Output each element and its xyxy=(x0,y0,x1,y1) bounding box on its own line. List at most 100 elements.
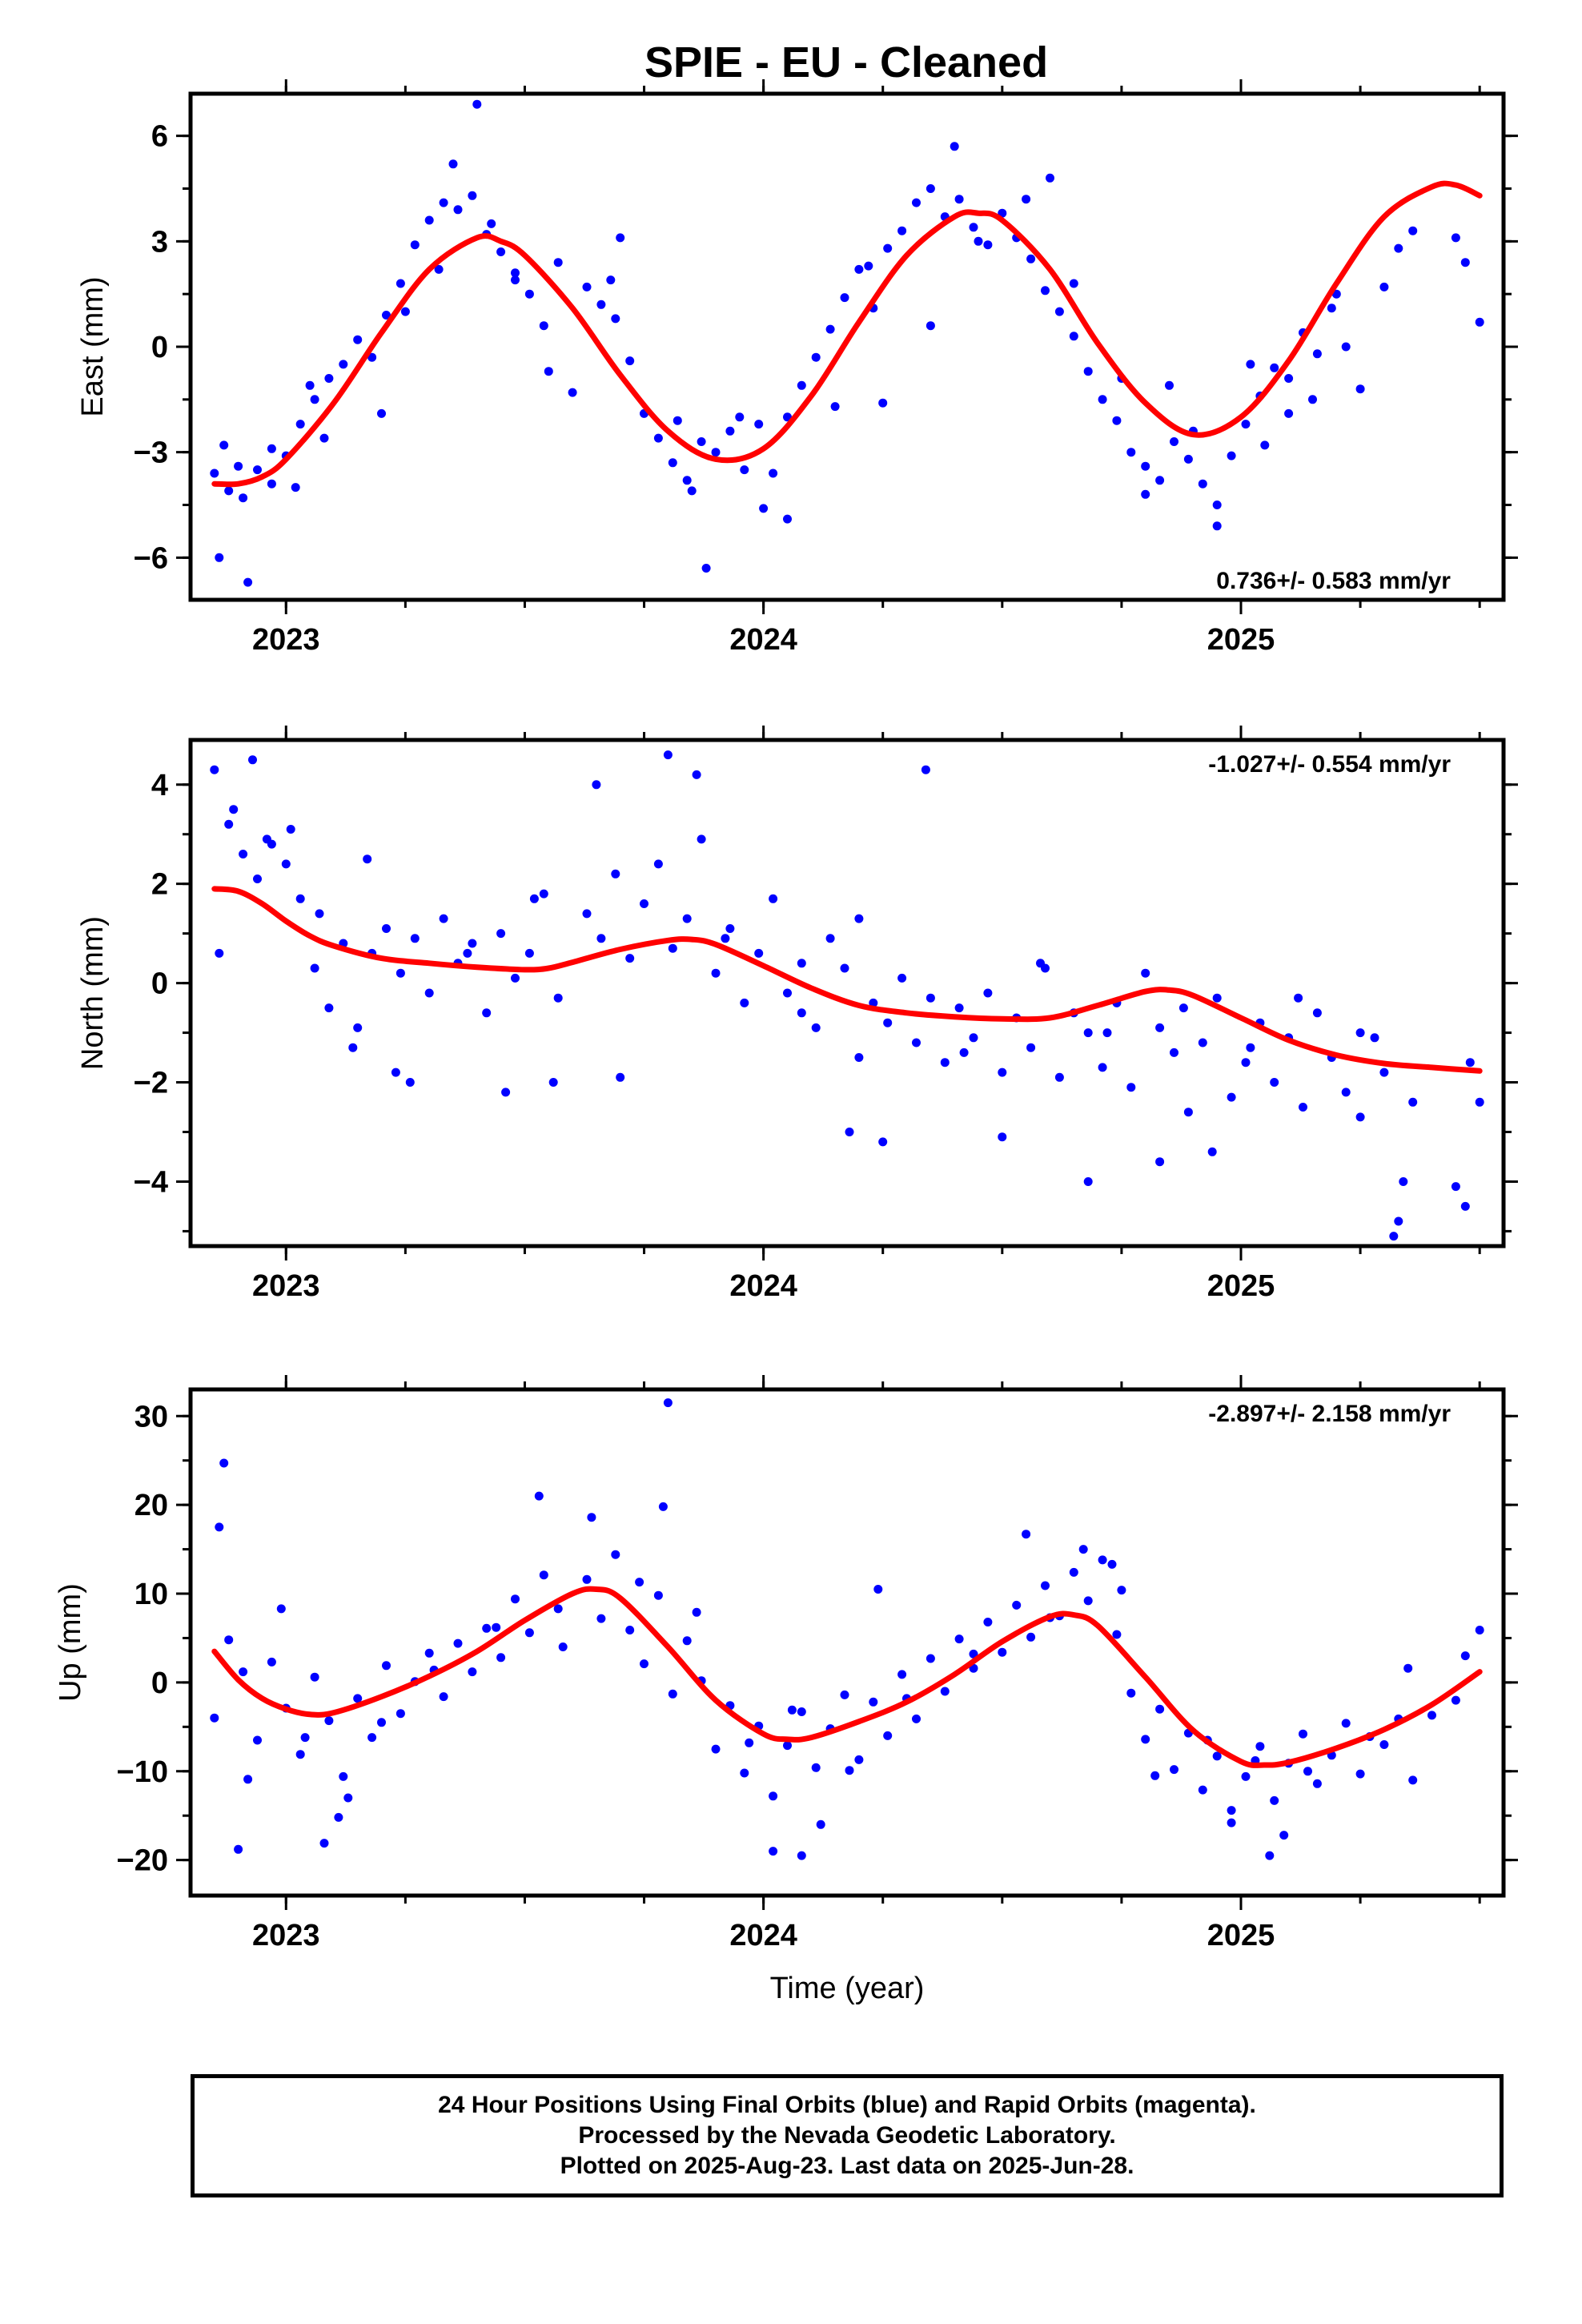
data-point xyxy=(468,939,477,948)
data-point xyxy=(1408,1097,1418,1107)
data-point xyxy=(219,440,229,450)
data-point xyxy=(1083,367,1093,376)
data-point xyxy=(725,426,735,436)
data-point xyxy=(940,1058,950,1068)
data-point xyxy=(1183,1108,1193,1117)
data-point xyxy=(1227,1818,1236,1827)
data-point xyxy=(840,1690,849,1699)
y-tick-label: −6 xyxy=(134,541,168,575)
data-point xyxy=(769,1847,778,1856)
data-point xyxy=(1212,501,1222,509)
y-axis-label-east: East (mm) xyxy=(76,276,110,416)
data-point xyxy=(1178,1003,1188,1013)
y-tick-label: 10 xyxy=(135,1578,168,1611)
data-point xyxy=(1255,1742,1265,1751)
data-point xyxy=(1102,1028,1112,1038)
data-point xyxy=(1165,380,1174,390)
data-point xyxy=(439,198,448,207)
y-tick-label: 4 xyxy=(151,769,168,802)
data-point xyxy=(912,1038,921,1047)
data-point xyxy=(224,486,234,496)
data-point xyxy=(400,307,410,316)
data-point xyxy=(692,1607,701,1617)
data-point xyxy=(468,191,477,200)
x-tick-label: 2023 xyxy=(252,1269,320,1303)
data-point xyxy=(745,1738,754,1747)
y-tick-label: −4 xyxy=(134,1165,168,1199)
data-point xyxy=(854,264,864,274)
data-point xyxy=(873,1585,883,1594)
data-point xyxy=(267,444,276,453)
data-point xyxy=(382,311,391,320)
panel-frame-up xyxy=(188,1387,1506,1898)
data-point xyxy=(1083,1177,1093,1186)
data-point xyxy=(1427,1711,1436,1720)
data-point xyxy=(721,934,730,943)
data-point xyxy=(1026,1632,1036,1642)
data-point xyxy=(224,1635,234,1645)
data-point xyxy=(544,367,553,376)
data-point xyxy=(787,1705,797,1715)
data-point xyxy=(1460,1201,1470,1211)
data-point xyxy=(396,968,405,978)
data-point xyxy=(921,765,930,774)
data-point xyxy=(1083,1028,1093,1038)
data-point xyxy=(243,1775,253,1784)
data-point xyxy=(769,894,778,903)
data-point xyxy=(596,934,606,943)
y-tick-label: 6 xyxy=(151,120,168,154)
data-point xyxy=(295,1750,305,1759)
data-point xyxy=(529,894,539,903)
data-point xyxy=(463,948,472,958)
data-point xyxy=(959,1047,969,1057)
data-point xyxy=(616,1072,625,1082)
data-point xyxy=(1355,1112,1365,1122)
y-tick-label: 0 xyxy=(151,967,168,1001)
data-point xyxy=(897,973,907,983)
data-point xyxy=(1389,1232,1399,1241)
data-point xyxy=(1379,1740,1389,1749)
data-point xyxy=(1312,349,1322,359)
data-point xyxy=(1465,1058,1475,1068)
data-point xyxy=(558,1642,568,1651)
rate-label-up: -2.897+/- 2.158 mm/yr xyxy=(1208,1401,1451,1427)
y-tick-label: −10 xyxy=(117,1755,168,1789)
data-point xyxy=(1451,233,1460,243)
data-point xyxy=(1294,993,1303,1003)
data-point xyxy=(611,314,620,324)
data-point xyxy=(897,226,907,235)
data-point xyxy=(1170,1047,1178,1057)
data-point xyxy=(492,1622,501,1632)
data-point xyxy=(811,1023,821,1032)
data-point xyxy=(511,1594,520,1604)
data-point xyxy=(954,1003,964,1013)
data-point xyxy=(1155,476,1165,485)
data-point xyxy=(682,1636,692,1646)
data-point xyxy=(653,859,663,869)
data-point xyxy=(482,1623,492,1633)
data-point xyxy=(1303,1767,1312,1776)
data-point xyxy=(1394,243,1403,253)
data-point xyxy=(969,1649,978,1659)
data-point xyxy=(1069,279,1078,288)
data-point xyxy=(582,1574,592,1584)
data-point xyxy=(496,1653,506,1663)
data-point xyxy=(1241,1058,1251,1068)
data-point xyxy=(1112,416,1122,425)
data-point xyxy=(1394,1216,1403,1226)
data-point xyxy=(391,1068,400,1077)
data-point xyxy=(797,959,806,968)
data-point xyxy=(1399,1177,1408,1186)
data-point xyxy=(854,1053,864,1062)
data-point xyxy=(687,486,697,496)
data-point xyxy=(215,1522,224,1532)
y-axis-label-north: North (mm) xyxy=(76,916,110,1070)
y-tick-label: −20 xyxy=(117,1844,168,1878)
data-point xyxy=(735,412,745,422)
data-point xyxy=(353,1694,363,1703)
data-point xyxy=(501,1088,511,1097)
data-point xyxy=(878,398,888,408)
data-point xyxy=(663,1398,673,1408)
data-point xyxy=(740,1768,749,1778)
data-point xyxy=(424,215,434,225)
